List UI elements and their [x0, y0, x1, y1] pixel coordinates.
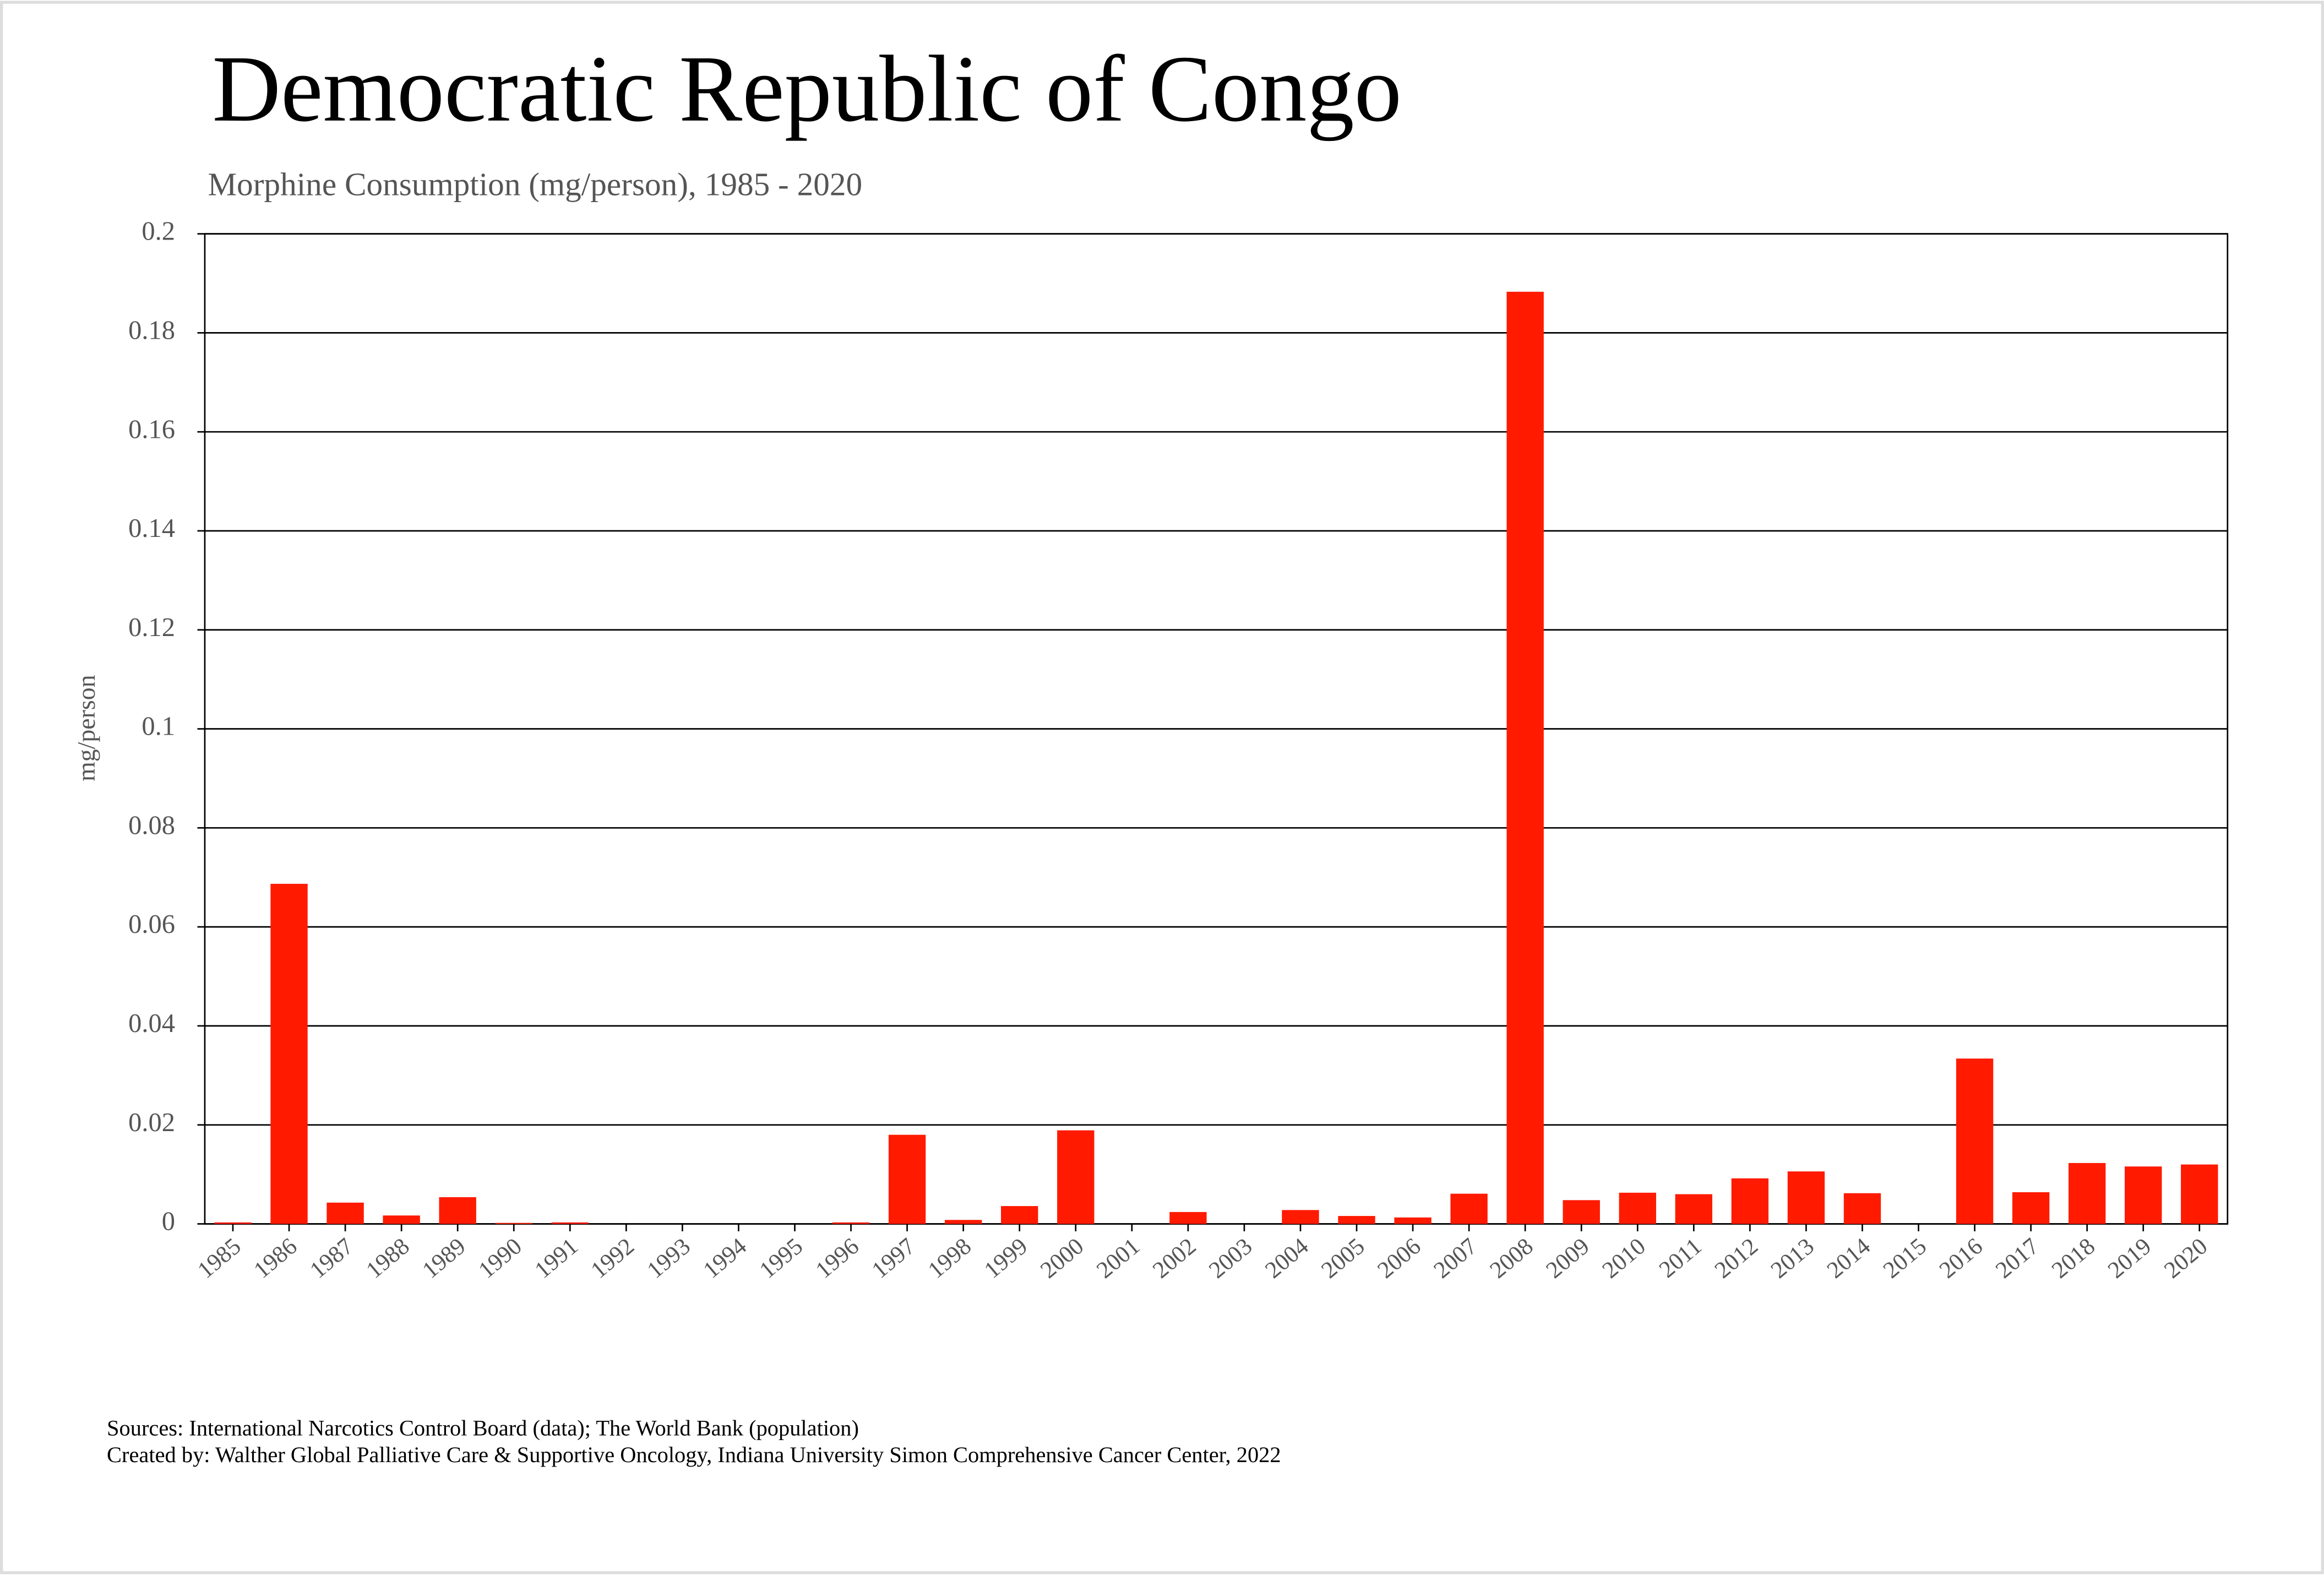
y-tick-label: 0.02 — [128, 1108, 175, 1137]
bar — [1394, 1217, 1432, 1224]
bar — [495, 1223, 532, 1224]
bar — [944, 1220, 982, 1224]
bar — [2012, 1192, 2050, 1224]
chart-subtitle: Morphine Consumption (mg/person), 1985 -… — [208, 166, 862, 203]
bar — [1731, 1178, 1769, 1224]
bar — [1956, 1058, 1994, 1224]
y-tick-label: 0.16 — [128, 415, 175, 444]
y-tick-label: 0.12 — [128, 613, 175, 642]
footnote: Sources: International Narcotics Control… — [107, 1415, 859, 1440]
bar — [1282, 1210, 1319, 1224]
bar — [1450, 1193, 1488, 1224]
bar — [1057, 1130, 1095, 1224]
bar — [2125, 1166, 2162, 1224]
y-tick-label: 0.04 — [128, 1009, 175, 1038]
bar — [888, 1134, 926, 1224]
bar — [832, 1222, 870, 1224]
y-tick-label: 0 — [162, 1207, 175, 1236]
bar — [326, 1202, 364, 1224]
y-tick-label: 0.08 — [128, 811, 175, 840]
bar — [1001, 1206, 1038, 1224]
bar — [1506, 291, 1544, 1224]
footnote: Created by: Walther Global Palliative Ca… — [107, 1442, 1281, 1467]
y-tick-label: 0.14 — [128, 514, 175, 543]
bar — [1843, 1193, 1881, 1224]
bar — [1563, 1200, 1600, 1224]
bar — [1619, 1192, 1656, 1224]
bar — [1675, 1194, 1712, 1224]
y-axis-label: mg/person — [72, 675, 100, 781]
bar — [2181, 1164, 2218, 1224]
y-tick-label: 0.18 — [128, 316, 175, 345]
bar — [1787, 1171, 1825, 1224]
y-tick-label: 0.06 — [128, 910, 175, 939]
bar — [214, 1222, 252, 1224]
bar — [439, 1197, 476, 1224]
chart-title: Democratic Republic of Congo — [212, 36, 1401, 142]
bar — [551, 1222, 589, 1224]
plot-border — [204, 233, 2229, 1225]
bar — [1169, 1212, 1207, 1224]
y-tick-label: 0.2 — [141, 217, 175, 246]
bar — [1338, 1216, 1375, 1224]
bar — [2068, 1163, 2106, 1224]
bar — [270, 883, 308, 1224]
y-tick-label: 0.1 — [141, 712, 175, 741]
bar — [383, 1215, 420, 1224]
